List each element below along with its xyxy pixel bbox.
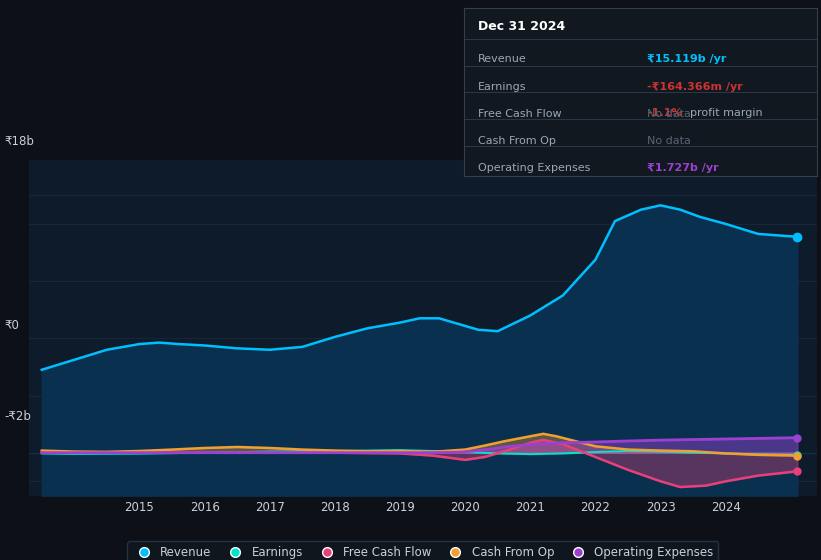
Text: -₹164.366m /yr: -₹164.366m /yr	[648, 82, 743, 92]
Text: Earnings: Earnings	[478, 82, 526, 92]
Text: Cash From Op: Cash From Op	[478, 136, 556, 146]
Text: Free Cash Flow: Free Cash Flow	[478, 109, 562, 119]
Text: Revenue: Revenue	[478, 54, 527, 64]
Legend: Revenue, Earnings, Free Cash Flow, Cash From Op, Operating Expenses: Revenue, Earnings, Free Cash Flow, Cash …	[127, 541, 718, 560]
Text: No data: No data	[648, 136, 691, 146]
Text: ₹0: ₹0	[4, 319, 19, 332]
Text: Operating Expenses: Operating Expenses	[478, 163, 590, 173]
Text: ₹18b: ₹18b	[4, 136, 34, 148]
Text: -₹2b: -₹2b	[4, 410, 31, 423]
Text: No data: No data	[648, 109, 691, 119]
Text: ₹1.727b /yr: ₹1.727b /yr	[648, 163, 719, 173]
Text: profit margin: profit margin	[690, 108, 763, 118]
Text: Dec 31 2024: Dec 31 2024	[478, 20, 565, 33]
Text: -1.1%: -1.1%	[648, 108, 683, 118]
Text: ₹15.119b /yr: ₹15.119b /yr	[648, 54, 727, 64]
